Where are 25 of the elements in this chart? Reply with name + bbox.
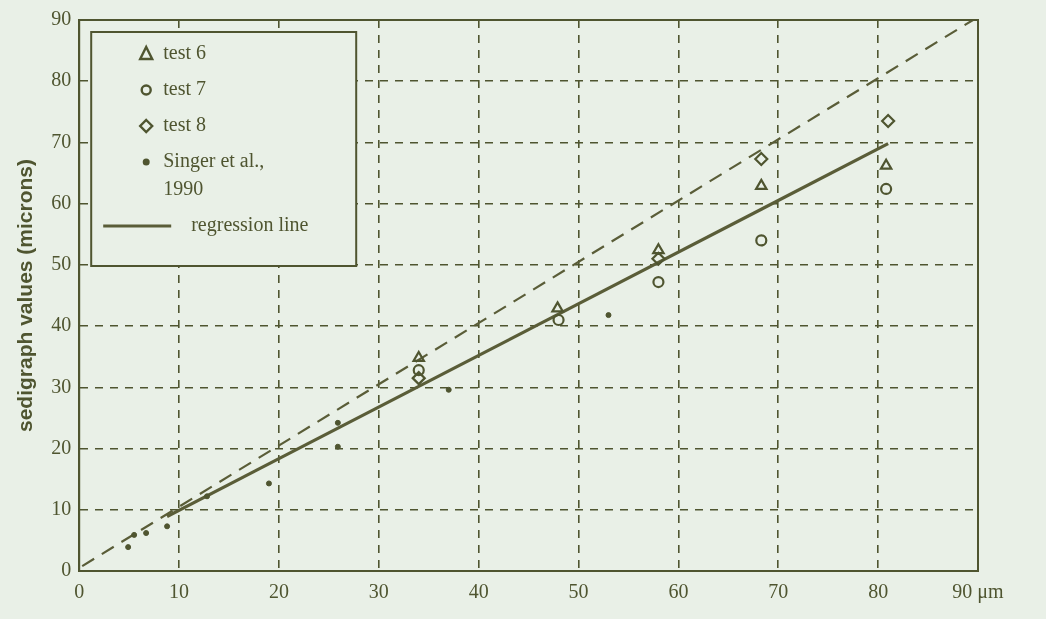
y-axis-title: sedigraph values (microns) bbox=[13, 158, 37, 433]
y-tick-label: 10 bbox=[51, 497, 72, 520]
x-tick-label: 10 bbox=[169, 580, 190, 603]
x-tick-label: 90 μm bbox=[952, 580, 1005, 604]
legend-label: test 8 bbox=[163, 113, 206, 136]
x-tick-label: 20 bbox=[268, 580, 289, 603]
x-tick-label: 40 bbox=[468, 580, 489, 603]
legend-label: Singer et al., 1990 bbox=[163, 149, 265, 200]
x-tick-label: 80 bbox=[868, 580, 889, 603]
y-tick-label: 0 bbox=[61, 558, 72, 581]
legend-label: test 6 bbox=[163, 41, 206, 64]
legend-label: test 7 bbox=[163, 77, 206, 100]
y-tick-label: 40 bbox=[51, 313, 72, 336]
y-tick-label: 60 bbox=[51, 190, 72, 213]
y-tick-label: 70 bbox=[51, 129, 72, 152]
x-tick-label: 70 bbox=[768, 580, 789, 603]
y-tick-label: 50 bbox=[51, 252, 72, 275]
legend-label: regression line bbox=[191, 213, 309, 237]
y-tick-label: 20 bbox=[51, 435, 72, 458]
x-tick-label: 30 bbox=[368, 580, 389, 603]
x-tick-label: 50 bbox=[568, 580, 589, 603]
y-tick-label: 90 bbox=[51, 7, 72, 30]
y-tick-label: 30 bbox=[51, 374, 72, 397]
x-tick-label: 60 bbox=[668, 580, 689, 603]
y-tick-label: 80 bbox=[51, 68, 72, 91]
